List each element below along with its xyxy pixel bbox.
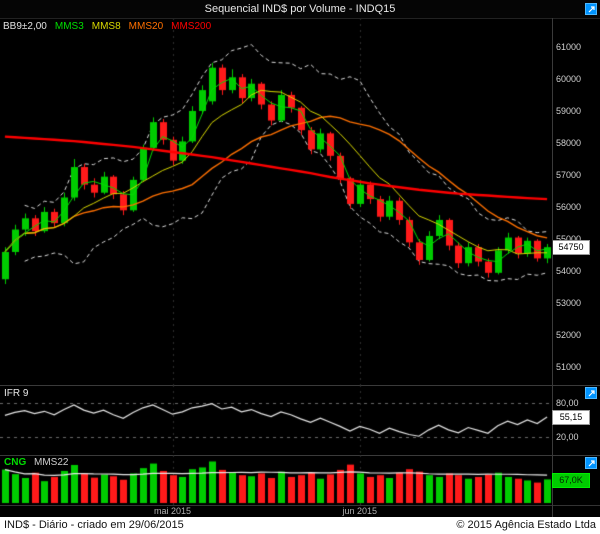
- rsi-axis-tick: 80,00: [556, 397, 579, 408]
- title-bar: Sequencial IND$ por Volume - INDQ15: [0, 0, 600, 18]
- volume-panel-label-mms22: MMS22: [34, 457, 69, 468]
- volume-last-value-label: 67,0K: [552, 473, 590, 489]
- price-axis-tick: 60000: [556, 73, 582, 84]
- rsi-axis-tick: 20,00: [556, 432, 579, 443]
- price-axis-tick: 61000: [556, 41, 582, 52]
- price-axis-tick: 58000: [556, 138, 582, 148]
- maximize-rsi-panel-button[interactable]: [585, 387, 597, 399]
- status-text: IND$ - Diário - criado em 29/06/2015: [4, 519, 184, 531]
- rsi-last-value-label: 55,15: [552, 410, 590, 425]
- volume-chart[interactable]: [0, 455, 552, 505]
- date-axis-label: mai 2015: [153, 506, 192, 516]
- legend-mms200: MMS200: [171, 21, 212, 32]
- price-axis-tick: 54000: [556, 266, 582, 277]
- title-separator: [0, 18, 600, 19]
- price-axis-tick: 52000: [556, 330, 582, 341]
- legend-mms20: MMS20: [128, 21, 164, 32]
- status-bar: IND$ - Diário - criado em 29/06/2015 © 2…: [0, 517, 600, 534]
- expand-arrow-icon: [588, 5, 595, 12]
- legend-mms8: MMS8: [91, 21, 121, 32]
- axis-divider-line: [552, 18, 553, 517]
- maximize-volume-panel-button[interactable]: [585, 457, 597, 469]
- legend-mms3: MMS3: [54, 21, 84, 32]
- price-axis-tick: 57000: [556, 170, 582, 181]
- price-axis-tick: 59000: [556, 105, 582, 116]
- price-axis-tick: 51000: [556, 362, 582, 373]
- date-axis-separator: [0, 505, 600, 506]
- expand-arrow-icon: [588, 389, 595, 396]
- rsi-chart[interactable]: [0, 385, 552, 455]
- last-price-label: 54750: [552, 240, 590, 256]
- date-axis-label: jun 2015: [342, 506, 378, 516]
- window-title: Sequencial IND$ por Volume - INDQ15: [204, 3, 396, 15]
- legend-bollinger: BB9±2,00: [3, 21, 47, 32]
- indicator-legend: BB9±2,00 MMS3 MMS8 MMS20 MMS200: [3, 21, 219, 32]
- expand-arrow-icon: [588, 459, 595, 466]
- copyright-text: © 2015 Agência Estado Ltda: [456, 519, 596, 531]
- price-axis-tick: 56000: [556, 202, 582, 213]
- price-axis-tick: 53000: [556, 298, 582, 309]
- maximize-main-chart-button[interactable]: [585, 3, 597, 15]
- price-axis-tick: 55000: [556, 234, 582, 245]
- rsi-panel-label: IFR 9: [4, 388, 29, 399]
- volume-panel-label-cng: CNG: [4, 457, 27, 468]
- candlestick-chart[interactable]: [0, 18, 552, 385]
